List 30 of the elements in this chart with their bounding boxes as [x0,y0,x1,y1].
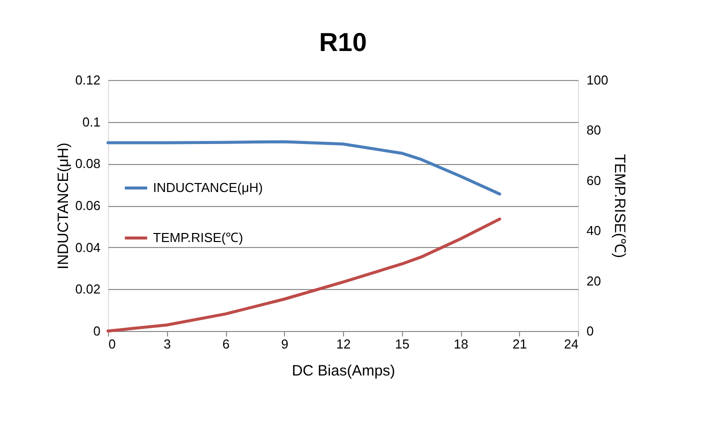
y2-tick-label: 20 [586,273,601,288]
y2-tick-label: 0 [586,324,594,338]
x-tick-label: 18 [454,336,468,352]
line-series [106,140,502,196]
x-tick-label: 6 [222,336,230,352]
y-tick-label: 0.12 [75,72,100,88]
x-axis-title: DC Bias(Amps) [292,362,396,380]
y2-tick-label: 60 [586,172,601,188]
y2-tick-label: 40 [586,223,601,238]
x-tick-label: 0 [108,336,116,352]
x-tick-label: 24 [564,336,578,352]
x-tick-label: 12 [336,336,351,352]
y2-axis-title: TEMP.RISE(℃) [611,154,628,258]
x-tick-label: 3 [164,336,171,352]
y-axis-title: INDUCTANCE(μH) [55,142,72,270]
y-tick-label: 0.08 [75,156,100,172]
y-tick-label: 0.02 [75,282,100,297]
x-tick-label: 9 [281,336,288,352]
chart-title: R10 [319,27,367,57]
y-tick-label: 0 [93,324,100,338]
line-series [106,218,502,332]
y-tick-label: 0.06 [75,198,100,213]
y-tick-label: 0.04 [75,240,100,255]
y2-tick-label: 100 [586,72,608,88]
legend-label: TEMP.RISE(℃) [153,230,244,245]
x-tick-label: 15 [395,336,410,352]
y-tick-label: 0.1 [82,114,100,130]
legend-label: INDUCTANCE(μH) [153,180,263,195]
y2-tick-label: 80 [586,122,601,138]
x-tick-label: 21 [512,336,527,352]
